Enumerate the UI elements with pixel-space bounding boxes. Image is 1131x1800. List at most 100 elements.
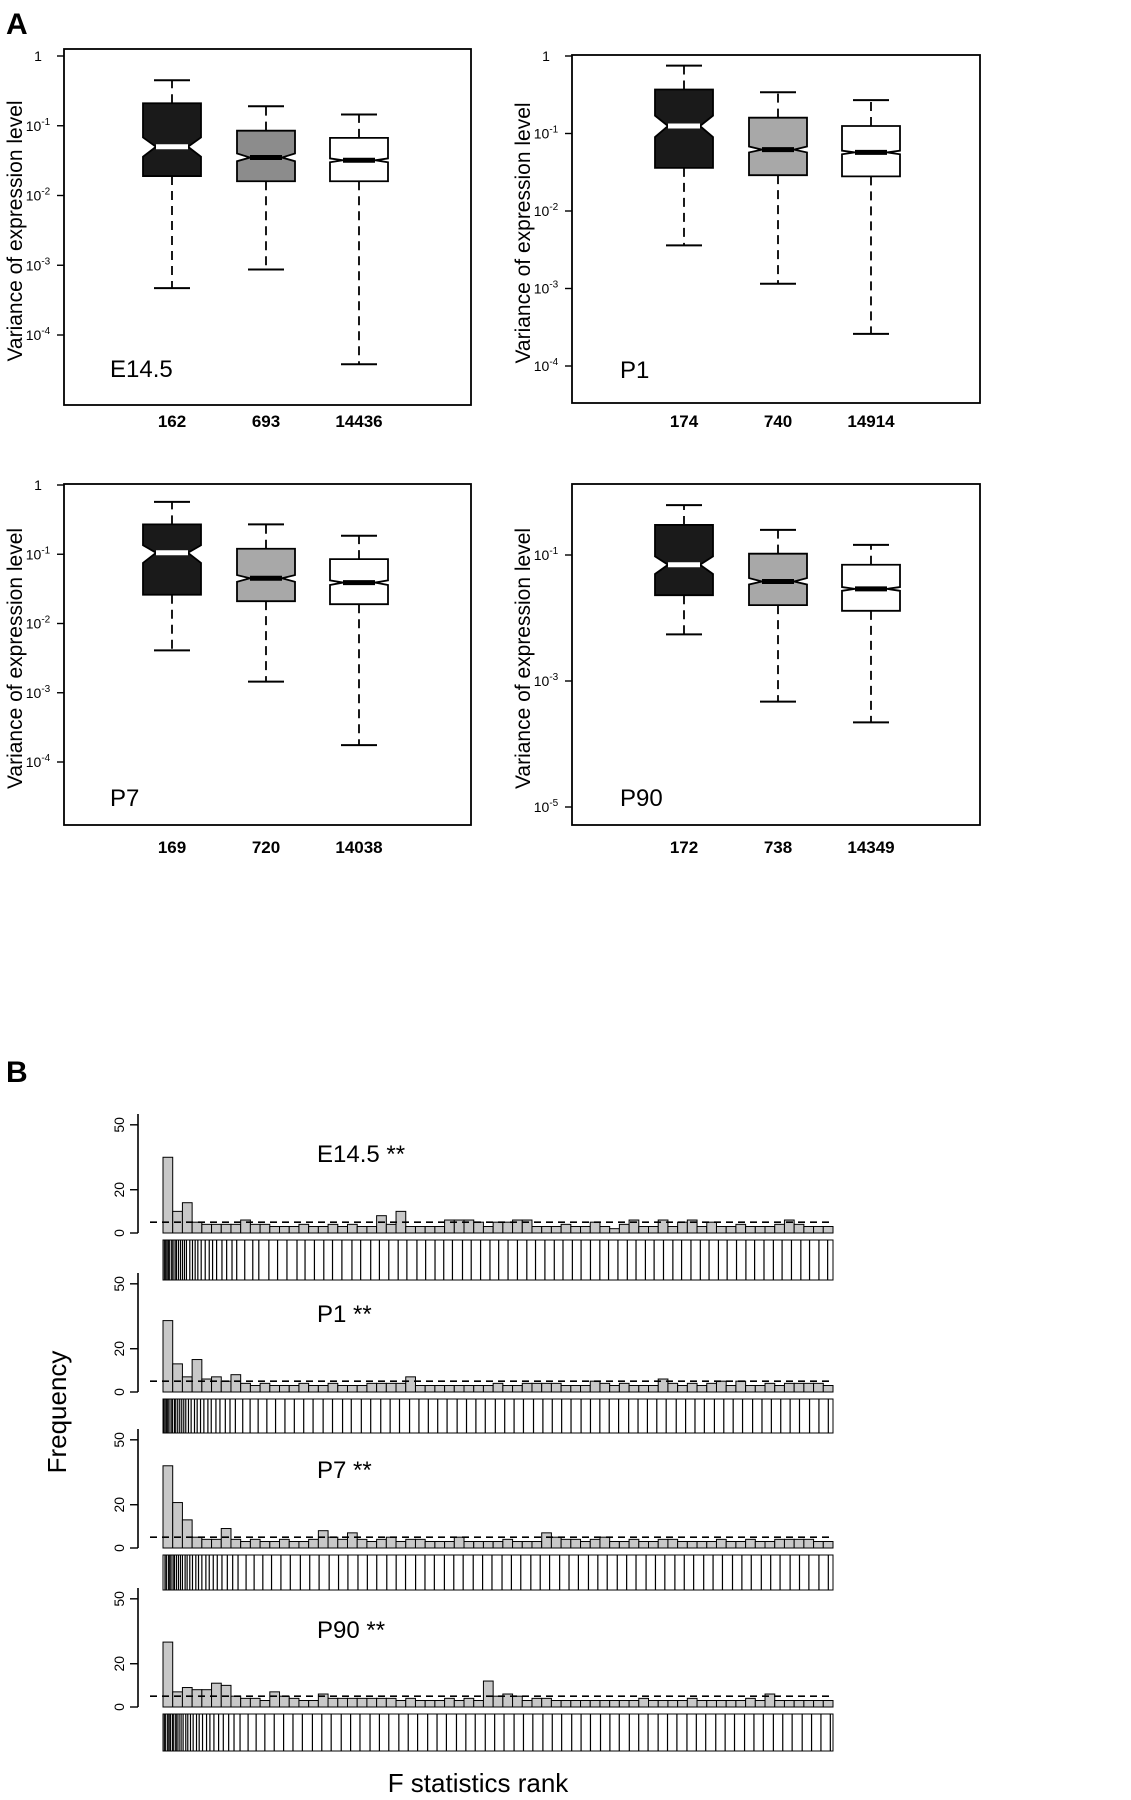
histogram-bar [648, 1226, 659, 1234]
category-label: 174 [670, 412, 699, 431]
histogram-bar [715, 1538, 727, 1549]
y-tick-base: 10 [26, 188, 42, 204]
histogram-bar [414, 1700, 426, 1708]
box-174: 174 [654, 64, 714, 431]
histogram-bar [531, 1697, 543, 1708]
histogram-bar [327, 1382, 339, 1393]
y-tick-base: 10 [26, 616, 42, 632]
histogram-bar [298, 1223, 310, 1234]
y-tick-base: 1 [34, 48, 42, 64]
histogram-bar [715, 1380, 727, 1393]
histogram-bar [638, 1697, 650, 1708]
histogram-bar [220, 1528, 232, 1549]
histogram-bar [414, 1226, 426, 1234]
histogram-bar [706, 1382, 717, 1393]
histogram-bar [599, 1700, 611, 1708]
histogram-bar [628, 1538, 640, 1549]
histogram-bar [482, 1541, 494, 1549]
y-tick-base: 10 [534, 673, 550, 689]
histogram-bar [434, 1226, 446, 1234]
histogram-bar [279, 1226, 290, 1234]
y-tick-label: 10-1 [534, 125, 559, 142]
histogram-bar [288, 1697, 300, 1708]
histogram-bar [803, 1382, 815, 1393]
y-tick-base: 10 [534, 358, 550, 374]
histogram-bar [162, 1320, 174, 1393]
histogram-bar [725, 1541, 737, 1549]
stage-label: P7 [110, 785, 139, 812]
box-body [142, 523, 202, 596]
histogram-title: E14.5 ** [317, 1141, 405, 1168]
histogram-bar [793, 1538, 805, 1549]
histogram-bar [735, 1380, 747, 1393]
histogram-bar [774, 1700, 785, 1708]
histogram-bar [822, 1541, 834, 1549]
histogram-bar [492, 1695, 504, 1708]
histogram-bar [589, 1700, 601, 1708]
histogram-bar [492, 1541, 504, 1549]
histogram-bar [745, 1538, 756, 1549]
histogram-bar [531, 1541, 543, 1549]
histogram-bar [725, 1226, 737, 1234]
y-tick-label: 10-5 [534, 798, 559, 815]
histogram-bar [308, 1538, 319, 1549]
y-tick-label: 10-1 [26, 117, 51, 134]
histogram-bar [337, 1385, 348, 1393]
histogram-bar [308, 1385, 319, 1393]
histogram-bar [715, 1226, 727, 1234]
histogram-bar [162, 1641, 174, 1708]
histogram-bar [609, 1541, 620, 1549]
histogram-bar [191, 1536, 203, 1549]
y-tick-base: 10 [534, 547, 550, 563]
histogram-bar [249, 1538, 261, 1549]
histogram-bar [550, 1382, 562, 1393]
histogram-bar [230, 1695, 242, 1708]
category-label: 172 [670, 838, 698, 857]
y-tick-exponent: -3 [41, 256, 50, 267]
histogram-bar [745, 1697, 756, 1708]
y-tick-label: 0 [111, 1703, 127, 1711]
histogram-bar [434, 1700, 446, 1708]
y-axis-title: Variance of expression level [512, 528, 535, 789]
histogram-bar [677, 1385, 688, 1393]
histogram-bar [308, 1700, 319, 1708]
y-tick-label: 20 [111, 1341, 127, 1357]
y-tick-exponent: -3 [549, 672, 558, 683]
histogram-bar [366, 1541, 378, 1549]
histogram-bar [288, 1541, 300, 1549]
histogram-bar [783, 1700, 795, 1708]
histogram-bar [648, 1385, 659, 1393]
panel-b-histograms: Frequency F statistics rank 0 20 50 E14.5 *… [42, 1114, 834, 1798]
histogram-P1: 0 20 50 P1 ** [111, 1273, 834, 1434]
histogram-bar [764, 1226, 776, 1234]
histogram-bar [482, 1385, 494, 1393]
histogram-bar [308, 1226, 319, 1234]
histogram-bar [521, 1700, 533, 1708]
histogram-bar [414, 1538, 426, 1549]
histogram-bar [667, 1700, 679, 1708]
histogram-bar [793, 1223, 805, 1234]
y-tick-exponent: -1 [41, 545, 50, 556]
histogram-bar [346, 1385, 358, 1393]
histogram-bar [259, 1700, 271, 1708]
histogram-bar [686, 1382, 698, 1393]
histogram-bar [444, 1385, 455, 1393]
box-body [654, 524, 714, 597]
histogram-bar [735, 1541, 747, 1549]
histogram-bar [405, 1376, 416, 1393]
box-body [236, 547, 296, 603]
panel-b-y-axis-title: Frequency [42, 1351, 72, 1474]
y-tick-label: 0 [111, 1229, 127, 1237]
histogram-bar [696, 1700, 708, 1708]
histogram-P7: 0 20 50 P7 ** [111, 1429, 834, 1591]
histogram-bar [541, 1697, 552, 1708]
histogram-bar [648, 1541, 659, 1549]
histogram-bar [434, 1541, 446, 1549]
histogram-bar [424, 1226, 436, 1234]
barcode-frame [162, 1554, 834, 1591]
histogram-bar [618, 1541, 630, 1549]
histogram-P90: 0 20 50 P90 ** [111, 1588, 834, 1752]
box-740: 740 [748, 91, 808, 431]
